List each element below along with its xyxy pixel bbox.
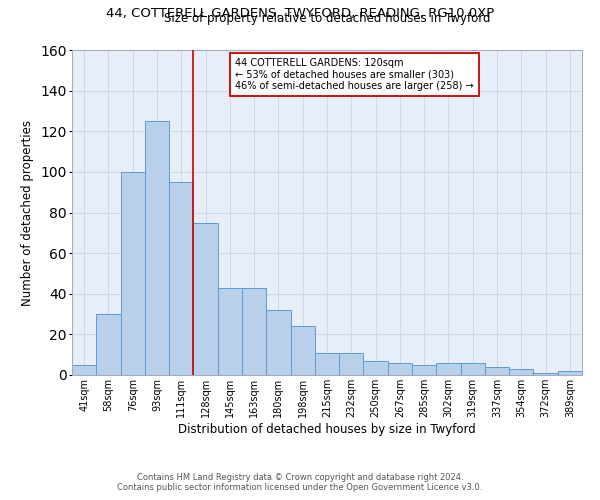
Bar bbox=[533, 373, 558, 375]
Bar bbox=[242, 288, 266, 375]
Text: Contains HM Land Registry data © Crown copyright and database right 2024.
Contai: Contains HM Land Registry data © Crown c… bbox=[118, 473, 482, 492]
Bar bbox=[169, 182, 193, 375]
Text: 44 COTTERELL GARDENS: 120sqm
← 53% of detached houses are smaller (303)
46% of s: 44 COTTERELL GARDENS: 120sqm ← 53% of de… bbox=[235, 58, 474, 92]
Bar bbox=[193, 222, 218, 375]
Bar bbox=[290, 326, 315, 375]
Bar bbox=[121, 172, 145, 375]
Title: Size of property relative to detached houses in Twyford: Size of property relative to detached ho… bbox=[164, 12, 490, 25]
Bar bbox=[266, 310, 290, 375]
Bar bbox=[509, 369, 533, 375]
Bar bbox=[96, 314, 121, 375]
Bar bbox=[145, 121, 169, 375]
Bar bbox=[315, 352, 339, 375]
Text: 44, COTTERELL GARDENS, TWYFORD, READING, RG10 0XP: 44, COTTERELL GARDENS, TWYFORD, READING,… bbox=[106, 8, 494, 20]
X-axis label: Distribution of detached houses by size in Twyford: Distribution of detached houses by size … bbox=[178, 422, 476, 436]
Bar bbox=[485, 367, 509, 375]
Bar bbox=[412, 365, 436, 375]
Bar bbox=[218, 288, 242, 375]
Bar bbox=[558, 371, 582, 375]
Bar bbox=[461, 363, 485, 375]
Bar bbox=[388, 363, 412, 375]
Y-axis label: Number of detached properties: Number of detached properties bbox=[22, 120, 34, 306]
Bar bbox=[339, 352, 364, 375]
Bar bbox=[436, 363, 461, 375]
Bar bbox=[364, 361, 388, 375]
Bar bbox=[72, 365, 96, 375]
